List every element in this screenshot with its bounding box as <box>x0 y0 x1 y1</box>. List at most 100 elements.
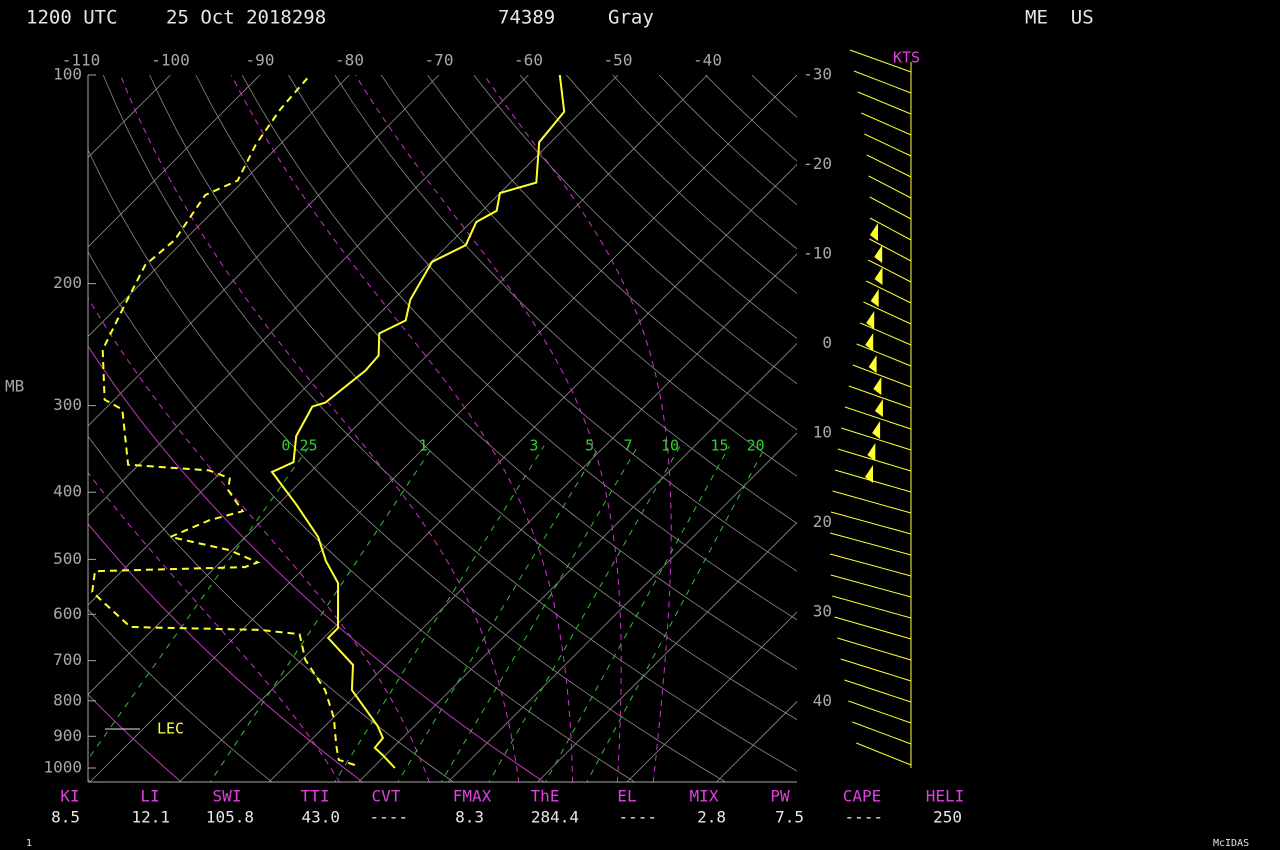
wind-pennant <box>865 333 874 351</box>
wind-barb <box>865 280 912 304</box>
temperature-profile <box>270 75 566 769</box>
top-temperature-label: -90 <box>246 51 275 70</box>
top-temperature-label: -70 <box>425 51 454 70</box>
header-time: 1200 UTC <box>26 7 118 29</box>
brand: McIDAS <box>1213 838 1249 849</box>
wind-barb <box>832 490 912 514</box>
isotherm <box>268 253 797 782</box>
moist-adiabat <box>119 75 520 782</box>
dry-adiabat <box>0 75 3 786</box>
wind-pennant <box>873 377 882 395</box>
wind-barb <box>861 112 912 136</box>
isotherm <box>715 700 797 782</box>
isotherm <box>88 75 261 248</box>
wind-pennant <box>874 245 883 263</box>
wind-barb <box>860 322 912 346</box>
isotherm <box>447 432 797 782</box>
pressure-tick-label: 600 <box>53 604 82 623</box>
right-temperature-label: -20 <box>803 154 832 173</box>
top-temperature-label: -60 <box>514 51 543 70</box>
pressure-tick-label: 400 <box>53 482 82 501</box>
wind-pennant <box>868 355 877 373</box>
wind-barb <box>864 133 912 157</box>
index-value: 105.8 <box>206 808 254 827</box>
wind-barb <box>840 427 912 451</box>
right-temperature-label: 10 <box>813 423 832 442</box>
wind-barb <box>869 238 912 262</box>
pressure-label: MB <box>5 377 24 396</box>
wind-barb <box>868 175 912 199</box>
dry-adiabat <box>241 75 797 621</box>
mixing-ratio-line <box>544 445 730 782</box>
index-name: LI <box>140 787 159 806</box>
isotherm <box>88 75 350 338</box>
wind-pennant <box>874 399 883 417</box>
index-name: CVT <box>372 787 401 806</box>
wind-barb <box>844 679 912 703</box>
dry-adiabat <box>658 75 797 206</box>
mixing-ratio-line <box>397 445 601 782</box>
wind-barb <box>852 364 912 388</box>
pressure-tick-label: 300 <box>53 395 82 414</box>
wind-barb <box>829 532 912 556</box>
wind-pennant <box>867 443 876 461</box>
mixing-ratio-label: 1 <box>419 437 428 455</box>
moist-adiabat <box>230 75 574 782</box>
index-value: 7.5 <box>775 808 804 827</box>
dry-adiabat <box>149 75 797 721</box>
index-value: ---- <box>369 808 408 827</box>
mixing-ratio-label: 7 <box>623 437 632 455</box>
lcl-legend-label: LEC <box>157 720 184 738</box>
top-temperature-label: -80 <box>335 51 364 70</box>
wind-barb <box>856 343 912 367</box>
dry-adiabat <box>380 75 797 477</box>
dry-adiabat <box>798 75 1280 786</box>
isotherm <box>88 75 529 517</box>
mixing-ratio-line <box>334 445 545 782</box>
pressure-tick-label: 1000 <box>43 758 82 777</box>
index-name: SWI <box>213 787 242 806</box>
dry-adiabat <box>519 75 797 339</box>
index-value: 2.8 <box>697 808 726 827</box>
moist-adiabat <box>88 471 341 782</box>
mixing-ratio-label: 0.25 <box>281 437 317 455</box>
isotherm <box>88 75 619 606</box>
mixing-ratio-label: 5 <box>585 437 594 455</box>
pressure-tick-label: 800 <box>53 690 82 709</box>
index-value: 43.0 <box>301 808 340 827</box>
right-temperature-label: -30 <box>803 65 832 84</box>
top-temperature-label: -40 <box>693 51 722 70</box>
moist-adiabat <box>354 75 622 782</box>
isotherm <box>0 75 81 786</box>
index-value: 8.3 <box>455 808 484 827</box>
dry-adiabat <box>88 694 182 782</box>
right-temperature-label: 30 <box>813 602 832 621</box>
index-value: 12.1 <box>131 808 170 827</box>
wind-barb <box>830 511 912 535</box>
theta-line <box>88 523 364 782</box>
mixing-ratio-label: 15 <box>710 437 728 455</box>
right-temperature-label: -10 <box>803 244 832 263</box>
wind-barb <box>869 196 912 220</box>
mixing-ratio-line <box>209 445 434 782</box>
dry-adiabat <box>88 779 92 782</box>
header-location: ME US <box>1025 7 1094 29</box>
wind-barb <box>829 553 912 577</box>
right-temperature-label: 0 <box>822 333 832 352</box>
wind-pennant <box>866 311 875 329</box>
mixing-ratio-line <box>440 445 639 782</box>
index-name: TTI <box>301 787 330 806</box>
isotherm <box>88 75 171 159</box>
header-date: 25 Oct 2018298 <box>166 7 326 29</box>
index-name: PW <box>770 787 790 806</box>
wind-barb <box>832 595 912 619</box>
dry-adiabat <box>102 75 797 772</box>
wind-barb <box>830 574 912 598</box>
dewpoint-profile <box>91 75 356 766</box>
index-name: CAPE <box>843 787 882 806</box>
mixing-ratio-label: 20 <box>747 437 765 455</box>
wind-barb <box>863 301 912 325</box>
isotherm <box>626 611 797 782</box>
index-value: 250 <box>933 808 962 827</box>
theta-line <box>88 345 545 782</box>
